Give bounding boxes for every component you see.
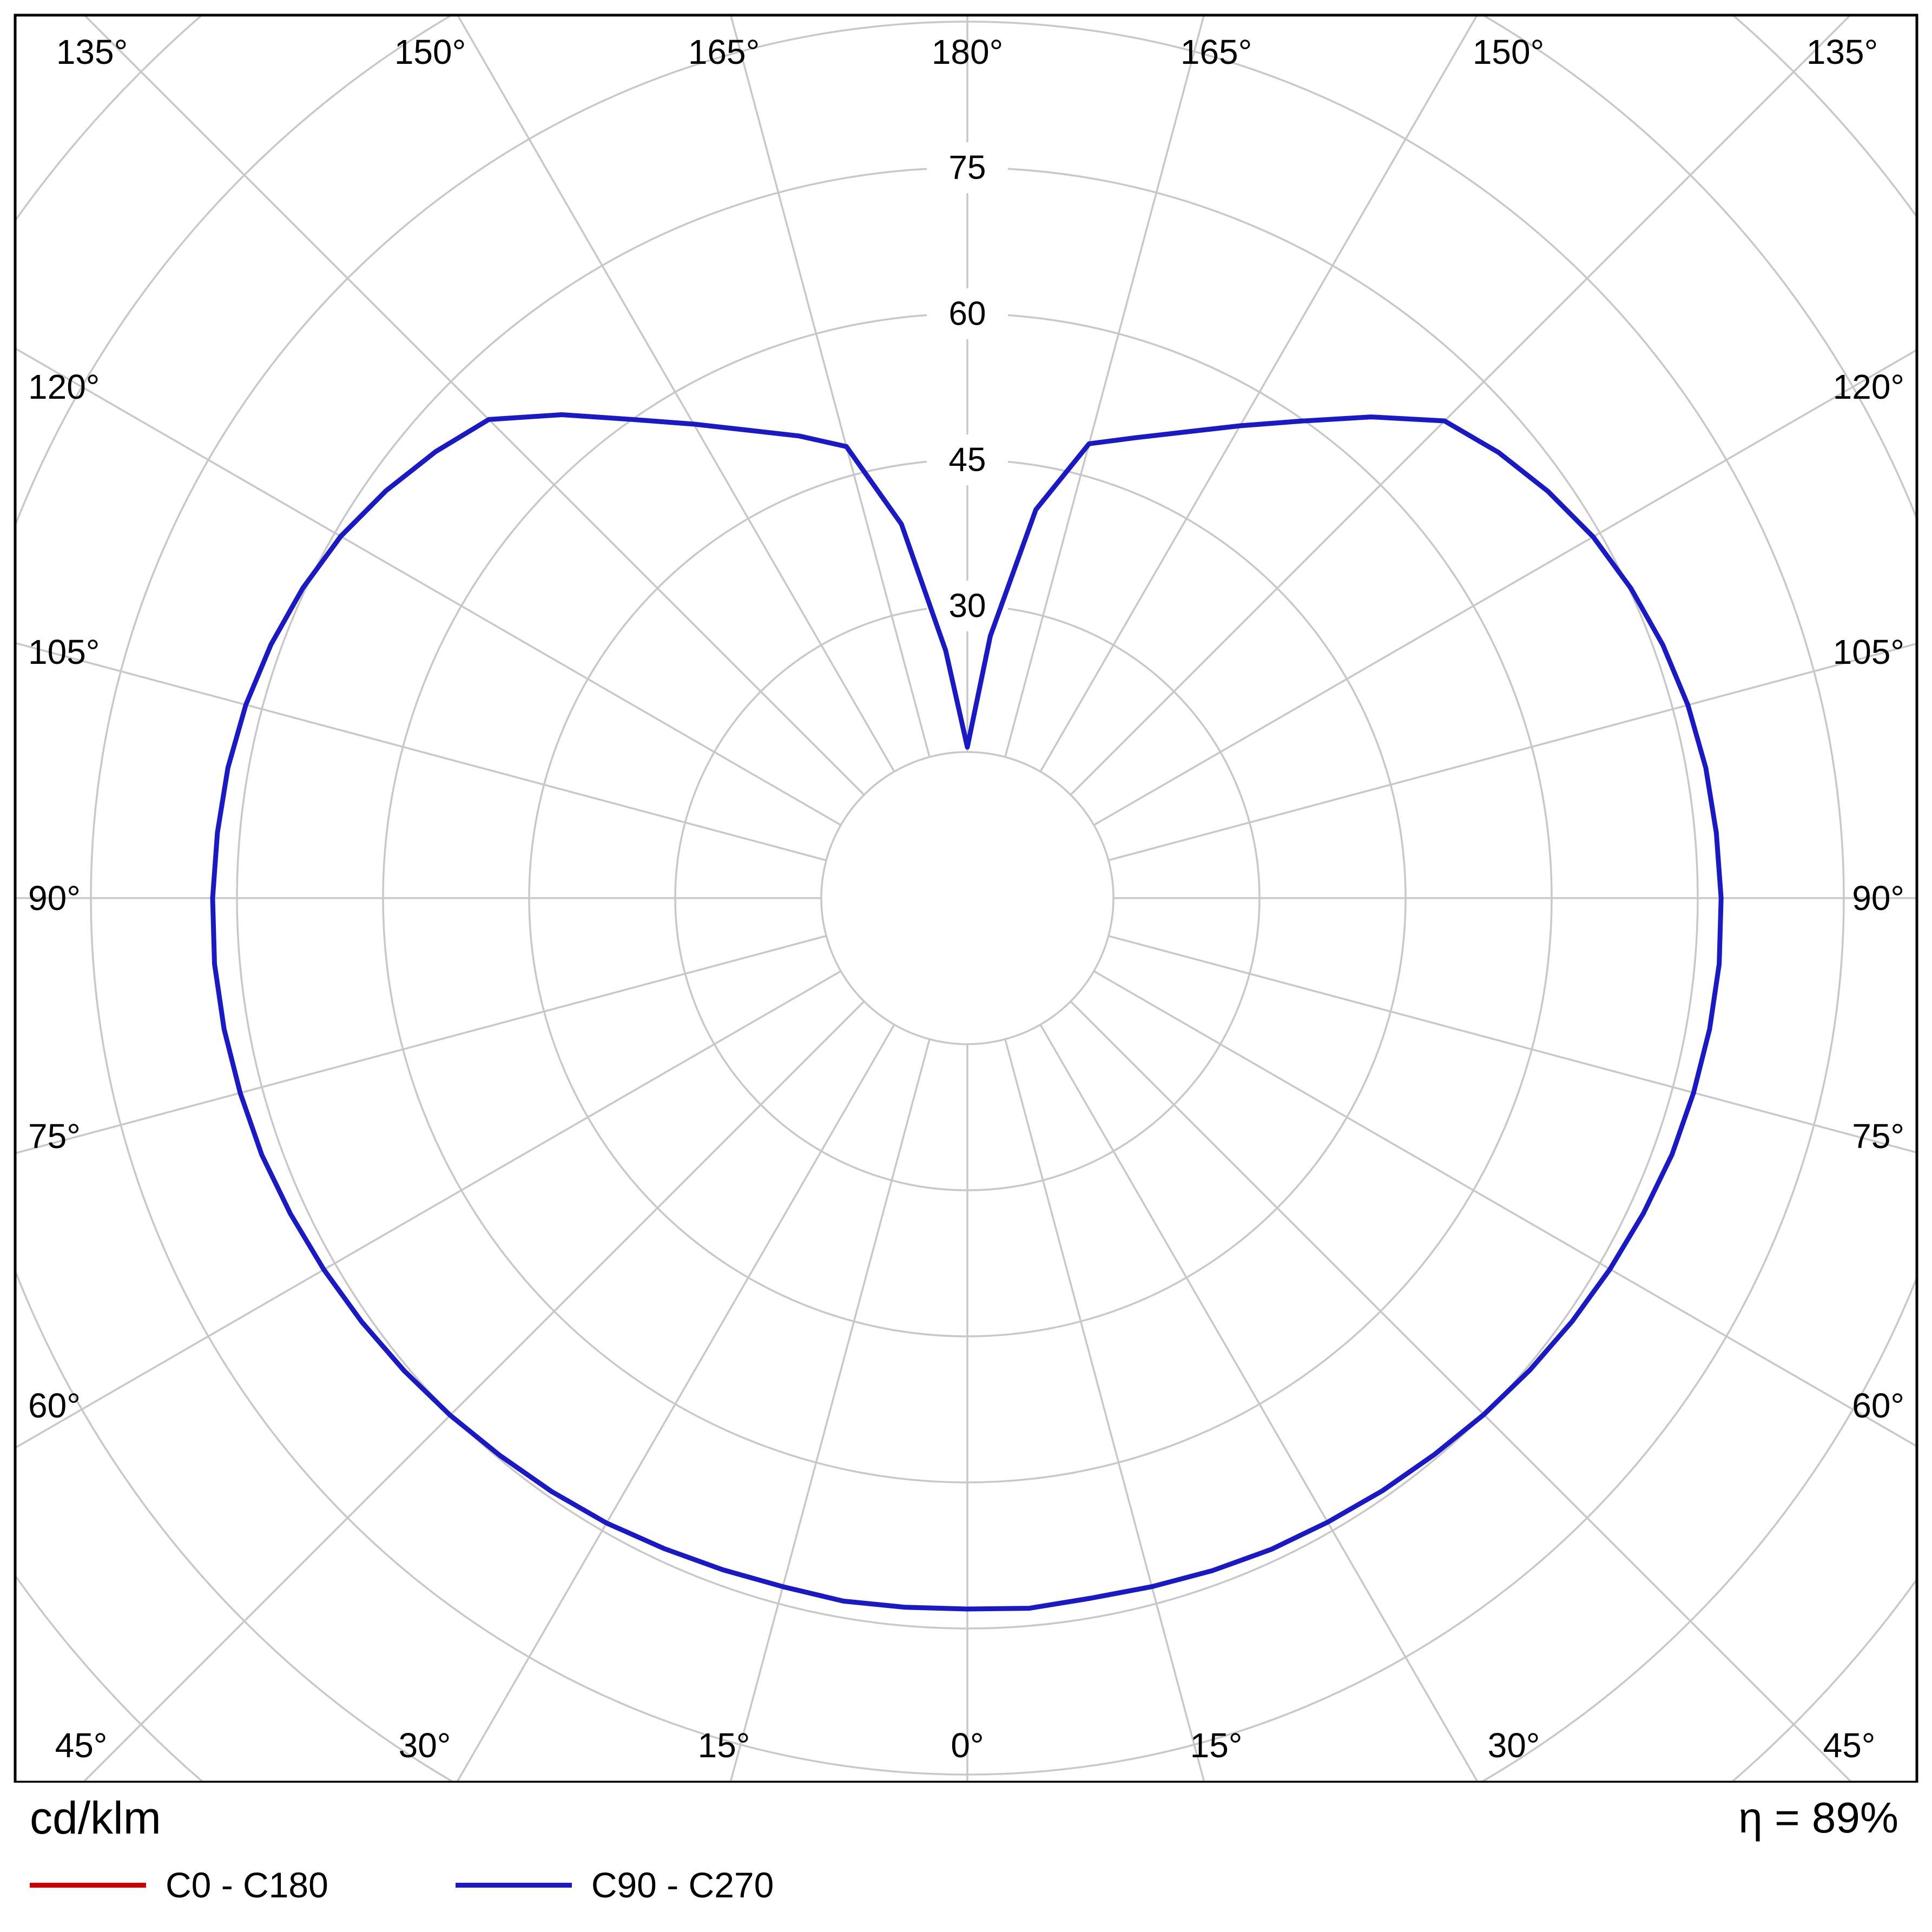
legend-swatch-c0-c180 bbox=[30, 1882, 146, 1888]
legend-label-c90-c270: C90 - C270 bbox=[591, 1865, 774, 1905]
ring-label-halo bbox=[927, 434, 1008, 485]
ring-label-halo bbox=[927, 288, 1008, 339]
angle-label: 135° bbox=[56, 32, 128, 71]
ring-label: 75 bbox=[949, 149, 986, 187]
angle-label: 45° bbox=[1823, 1726, 1876, 1765]
angle-label: 135° bbox=[1806, 32, 1878, 71]
angle-label: 90° bbox=[1852, 879, 1904, 918]
angle-label: 180° bbox=[932, 32, 1003, 71]
angle-label: 0° bbox=[951, 1726, 984, 1765]
angle-label: 120° bbox=[28, 367, 100, 406]
legend-swatch-c90-c270 bbox=[455, 1882, 572, 1888]
angle-label: 90° bbox=[28, 879, 81, 918]
legend-label-c0-c180: C0 - C180 bbox=[166, 1865, 328, 1905]
angle-label: 15° bbox=[698, 1726, 750, 1765]
ring-label: 45 bbox=[949, 441, 986, 479]
ring-label: 30 bbox=[949, 588, 986, 625]
angle-label: 30° bbox=[1488, 1726, 1540, 1765]
angle-label: 150° bbox=[1473, 32, 1544, 71]
curve-c90-c270 bbox=[210, 412, 1724, 1612]
ring-label: 60 bbox=[949, 295, 986, 333]
efficiency-label: η = 89% bbox=[1738, 1793, 1898, 1842]
angle-label: 165° bbox=[688, 32, 760, 71]
angle-label: 165° bbox=[1181, 32, 1252, 71]
angle-label: 60° bbox=[1852, 1386, 1904, 1425]
angle-label: 15° bbox=[1190, 1726, 1243, 1765]
footer: cd/klm η = 89% C0 - C180 C90 - C270 bbox=[0, 1782, 1932, 1932]
intensity-curves bbox=[210, 412, 1724, 1612]
unit-label: cd/klm bbox=[30, 1792, 161, 1843]
plot-border bbox=[14, 14, 1918, 1783]
angle-label: 75° bbox=[28, 1117, 81, 1156]
polar-plot-svg: 30 45 60 75 135° 150° 165° 180° 165° 150° 135° 45° 3… bbox=[14, 14, 1918, 1783]
polar-grid bbox=[15, 15, 1917, 1782]
angle-label: 105° bbox=[28, 632, 100, 671]
angle-label: 45° bbox=[55, 1726, 108, 1765]
legend: C0 - C180 C90 - C270 bbox=[30, 1864, 774, 1905]
angle-label: 105° bbox=[1833, 632, 1904, 671]
ring-label-halo bbox=[927, 142, 1008, 193]
angle-label: 75° bbox=[1852, 1117, 1904, 1156]
angle-labels: 135° 150° 165° 180° 165° 150° 135° 45° 30° 15° 0° 1… bbox=[28, 32, 1904, 1765]
angle-label: 60° bbox=[28, 1386, 81, 1425]
angle-label: 120° bbox=[1833, 367, 1904, 406]
angle-label: 30° bbox=[399, 1726, 451, 1765]
angle-label: 150° bbox=[394, 32, 466, 71]
